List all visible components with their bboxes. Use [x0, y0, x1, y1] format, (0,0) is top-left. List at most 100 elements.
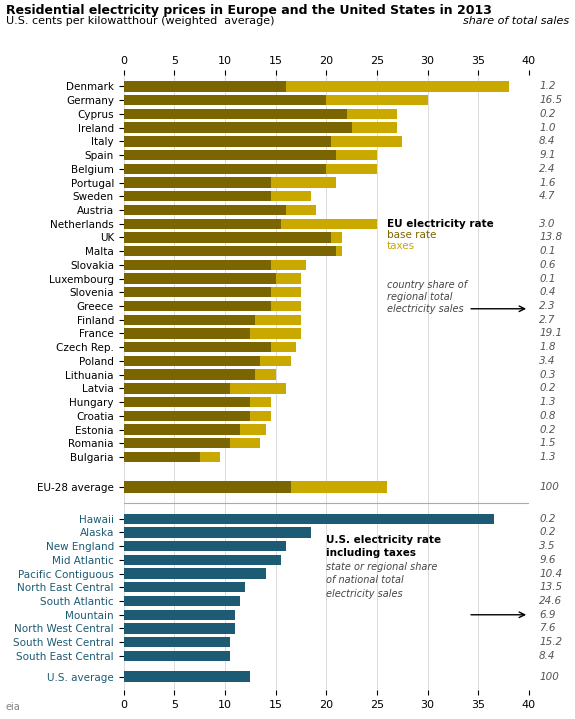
- Bar: [124, 452, 200, 462]
- Bar: [260, 356, 291, 366]
- Text: 100: 100: [539, 672, 559, 682]
- Bar: [347, 109, 397, 119]
- Text: Residential electricity prices in Europe and the United States in 2013: Residential electricity prices in Europe…: [6, 4, 492, 17]
- Bar: [286, 81, 509, 91]
- Text: 1.3: 1.3: [539, 452, 555, 462]
- Text: 1.2: 1.2: [539, 81, 555, 91]
- Bar: [336, 150, 377, 160]
- Text: 0.4: 0.4: [539, 288, 555, 297]
- Bar: [275, 273, 301, 284]
- Text: 13.5: 13.5: [539, 582, 562, 592]
- Bar: [327, 95, 428, 106]
- Text: 8.4: 8.4: [539, 137, 555, 147]
- Text: 15.2: 15.2: [539, 637, 562, 647]
- Text: 0.1: 0.1: [539, 274, 555, 283]
- Bar: [124, 301, 271, 311]
- Text: 3.0: 3.0: [539, 219, 555, 229]
- Bar: [124, 287, 271, 298]
- Bar: [331, 232, 342, 242]
- Text: 100: 100: [539, 482, 559, 492]
- Text: 0.2: 0.2: [539, 424, 555, 434]
- Bar: [124, 623, 235, 633]
- Bar: [286, 205, 316, 215]
- Bar: [124, 438, 230, 449]
- Text: 8.4: 8.4: [539, 651, 555, 661]
- Text: 24.6: 24.6: [539, 596, 562, 606]
- Bar: [124, 205, 286, 215]
- Bar: [124, 178, 271, 188]
- Text: 0.2: 0.2: [539, 383, 555, 393]
- Text: electricity sales: electricity sales: [387, 303, 464, 313]
- Bar: [124, 329, 250, 339]
- Bar: [124, 671, 250, 682]
- Bar: [124, 411, 250, 421]
- Bar: [124, 150, 336, 160]
- Bar: [255, 370, 275, 380]
- Bar: [124, 370, 255, 380]
- Bar: [271, 287, 301, 298]
- Bar: [230, 383, 286, 393]
- Bar: [124, 582, 246, 592]
- Text: 3.5: 3.5: [539, 541, 555, 551]
- Bar: [124, 541, 286, 551]
- Text: EU electricity rate: EU electricity rate: [387, 219, 494, 229]
- Bar: [124, 342, 271, 352]
- Text: 1.8: 1.8: [539, 342, 555, 352]
- Bar: [124, 637, 230, 647]
- Text: 0.2: 0.2: [539, 513, 555, 523]
- Text: eia: eia: [6, 702, 21, 712]
- Text: 6.9: 6.9: [539, 610, 555, 620]
- Text: 0.2: 0.2: [539, 109, 555, 119]
- Text: 9.1: 9.1: [539, 150, 555, 160]
- Bar: [124, 397, 250, 407]
- Text: U.S. electricity rate
including taxes: U.S. electricity rate including taxes: [327, 534, 442, 558]
- Bar: [124, 651, 230, 661]
- Bar: [271, 178, 336, 188]
- Bar: [255, 315, 301, 325]
- Bar: [200, 452, 220, 462]
- Text: 0.8: 0.8: [539, 411, 555, 421]
- Bar: [124, 95, 327, 106]
- Bar: [281, 219, 377, 229]
- Text: 0.2: 0.2: [539, 528, 555, 537]
- Bar: [124, 315, 255, 325]
- Bar: [124, 191, 271, 201]
- Text: 1.6: 1.6: [539, 178, 555, 188]
- Bar: [124, 273, 275, 284]
- Text: regional total: regional total: [387, 292, 453, 302]
- Text: 4.7: 4.7: [539, 191, 555, 201]
- Bar: [291, 481, 387, 493]
- Bar: [271, 342, 296, 352]
- Text: base rate: base rate: [387, 229, 436, 239]
- Bar: [124, 527, 311, 538]
- Bar: [271, 260, 306, 270]
- Text: U.S. cents per kilowatthour (weighted  average): U.S. cents per kilowatthour (weighted av…: [6, 16, 274, 26]
- Bar: [271, 301, 301, 311]
- Text: 2.3: 2.3: [539, 301, 555, 311]
- Text: share of total sales: share of total sales: [463, 16, 569, 26]
- Text: 13.8: 13.8: [539, 232, 562, 242]
- Bar: [124, 610, 235, 620]
- Bar: [124, 164, 327, 174]
- Text: country share of: country share of: [387, 280, 467, 290]
- Text: 0.6: 0.6: [539, 260, 555, 270]
- Bar: [124, 424, 240, 435]
- Text: 10.4: 10.4: [539, 569, 562, 579]
- Bar: [124, 260, 271, 270]
- Bar: [124, 596, 240, 606]
- Bar: [124, 356, 260, 366]
- Text: 7.6: 7.6: [539, 623, 555, 633]
- Bar: [124, 81, 286, 91]
- Text: 2.7: 2.7: [539, 315, 555, 325]
- Bar: [250, 329, 301, 339]
- Bar: [124, 513, 493, 524]
- Bar: [230, 438, 260, 449]
- Text: 16.5: 16.5: [539, 95, 562, 105]
- Text: 0.3: 0.3: [539, 370, 555, 380]
- Bar: [124, 109, 347, 119]
- Text: taxes: taxes: [387, 241, 415, 251]
- Bar: [124, 219, 281, 229]
- Bar: [331, 136, 402, 147]
- Bar: [352, 122, 397, 133]
- Text: 1.5: 1.5: [539, 439, 555, 448]
